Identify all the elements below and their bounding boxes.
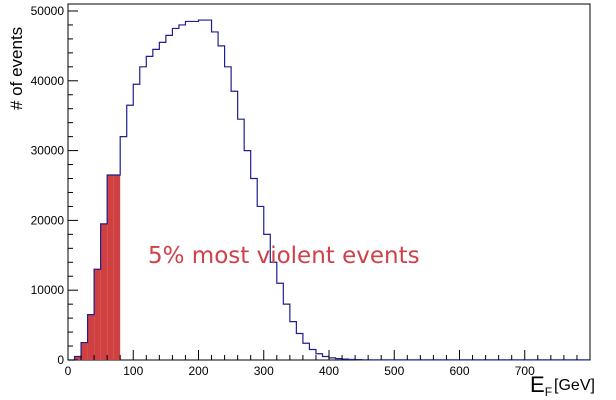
outline-histogram-line [68,19,590,361]
x-tick-label: 500 [384,364,404,378]
x-axis-title-main: E [530,372,545,397]
x-tick-label: 300 [254,364,274,378]
filled-bars [74,175,121,360]
filled-bar [81,342,88,360]
x-tick-label: 0 [65,364,72,378]
y-tick-label: 10000 [31,283,65,297]
filled-bar [100,223,108,360]
y-tick-label: 20000 [31,213,65,227]
y-tick-label: 0 [57,353,64,367]
y-tick-label: 40000 [31,74,65,88]
y-axis-ticks: 0 10000 20000 30000 40000 50000 [31,4,78,367]
annotation-label: 5% most violent events [148,243,420,269]
y-tick-label: 50000 [31,4,65,18]
x-axis-title: EF [GeV] [530,372,595,399]
x-axis-title-sub: F [545,385,552,399]
y-axis-title: # of events [7,27,26,110]
filled-bar [94,269,101,360]
x-tick-label: 200 [188,364,208,378]
x-axis-title-unit: [GeV] [554,377,595,394]
x-axis-ticks: 0 100 200 300 400 500 600 700 [65,350,591,378]
filled-bar [74,356,82,360]
x-tick-label: 100 [123,364,143,378]
x-tick-label: 600 [449,364,469,378]
filled-bar [107,175,114,360]
filled-bar [113,175,121,360]
x-tick-label: 700 [515,364,535,378]
y-tick-label: 30000 [31,144,65,158]
x-tick-label: 400 [319,364,339,378]
filled-bar [87,314,95,360]
